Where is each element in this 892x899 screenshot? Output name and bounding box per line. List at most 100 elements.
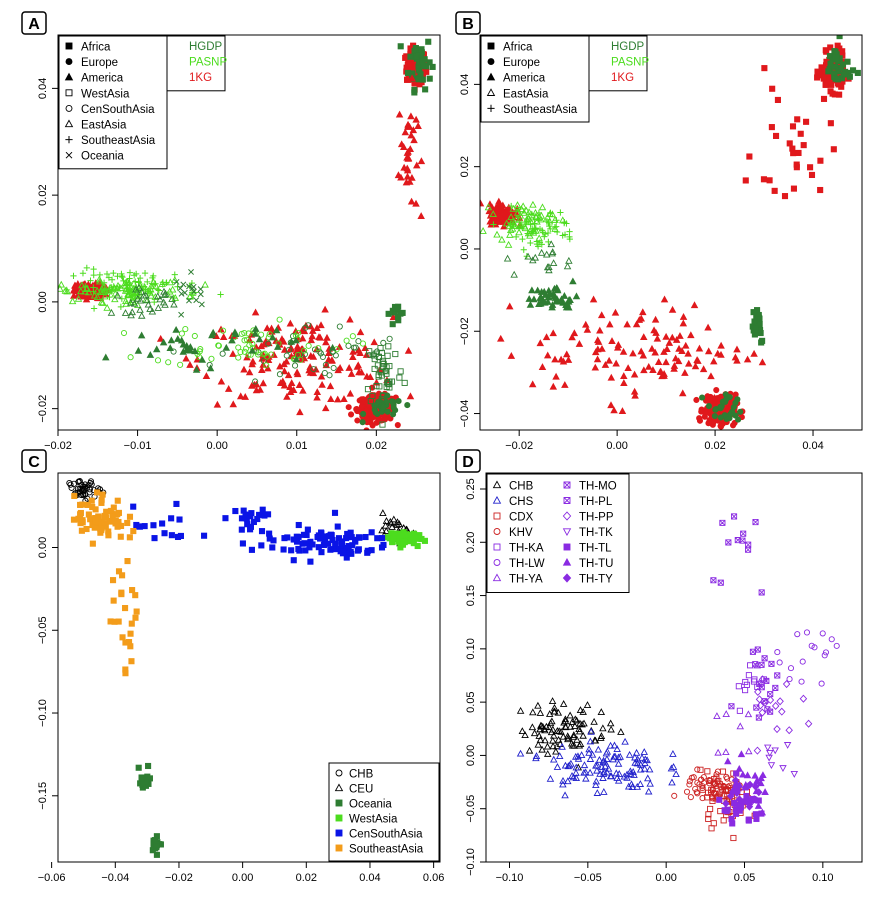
data-point bbox=[318, 549, 325, 556]
data-point bbox=[529, 256, 537, 264]
data-point bbox=[507, 352, 516, 359]
data-point bbox=[119, 273, 126, 281]
data-point bbox=[252, 378, 259, 385]
data-point bbox=[292, 355, 301, 363]
data-point bbox=[543, 749, 552, 757]
data-point bbox=[627, 780, 636, 788]
data-point bbox=[662, 332, 670, 340]
data-point bbox=[302, 547, 309, 554]
data-point bbox=[526, 231, 534, 239]
data-point bbox=[130, 503, 137, 510]
data-point bbox=[585, 745, 593, 753]
data-point bbox=[90, 288, 97, 295]
data-point bbox=[359, 419, 366, 426]
data-point bbox=[697, 766, 704, 773]
data-point bbox=[561, 231, 569, 238]
data-point bbox=[543, 742, 552, 750]
data-point bbox=[722, 710, 730, 717]
data-point bbox=[603, 747, 612, 755]
data-point bbox=[201, 532, 208, 539]
legend-marker bbox=[334, 783, 344, 792]
data-point bbox=[583, 325, 592, 333]
data-point bbox=[613, 774, 621, 781]
data-point bbox=[722, 748, 730, 756]
data-point bbox=[84, 501, 91, 508]
data-point bbox=[575, 340, 584, 347]
data-point bbox=[99, 298, 107, 306]
data-point bbox=[123, 278, 130, 286]
data-point bbox=[546, 719, 555, 727]
data-point bbox=[243, 345, 250, 352]
data-point bbox=[345, 404, 352, 411]
data-point bbox=[365, 394, 372, 401]
series-hgdp-mixed bbox=[102, 325, 337, 373]
data-point bbox=[190, 288, 197, 295]
data-point bbox=[504, 240, 513, 248]
legend-label: Oceania bbox=[81, 151, 124, 163]
data-point bbox=[758, 358, 767, 366]
data-point bbox=[382, 367, 389, 374]
data-point bbox=[638, 753, 646, 761]
data-point bbox=[283, 352, 290, 359]
data-point bbox=[687, 331, 695, 339]
data-point bbox=[319, 353, 326, 360]
legend-label: SoutheastAsia bbox=[349, 844, 424, 856]
data-point bbox=[410, 136, 418, 144]
legend-marker bbox=[562, 528, 572, 537]
data-point bbox=[599, 758, 607, 766]
data-point bbox=[534, 701, 542, 709]
data-point bbox=[328, 356, 336, 364]
data-point bbox=[752, 661, 759, 668]
data-point bbox=[68, 297, 77, 305]
data-point bbox=[658, 372, 666, 380]
data-point bbox=[699, 795, 706, 802]
data-point bbox=[197, 286, 204, 293]
data-point bbox=[245, 330, 252, 337]
data-point bbox=[744, 782, 752, 791]
data-point bbox=[553, 727, 562, 734]
data-point bbox=[549, 382, 558, 390]
x-tick-label: 0.04 bbox=[359, 872, 380, 884]
data-point bbox=[772, 132, 780, 139]
data-point bbox=[576, 706, 585, 714]
data-point bbox=[142, 295, 150, 303]
series-hgdp-southeastasia bbox=[107, 283, 178, 319]
data-point bbox=[631, 391, 639, 399]
data-point bbox=[143, 778, 150, 785]
data-point bbox=[709, 795, 716, 802]
data-point bbox=[94, 489, 101, 496]
data-point bbox=[71, 492, 78, 500]
data-point bbox=[668, 305, 677, 313]
data-point bbox=[417, 71, 424, 78]
data-point bbox=[495, 210, 503, 218]
legend-marker bbox=[65, 151, 73, 159]
data-point bbox=[263, 324, 271, 332]
data-point bbox=[138, 775, 145, 782]
data-point bbox=[831, 63, 839, 70]
data-point bbox=[245, 368, 254, 376]
data-point bbox=[355, 338, 362, 345]
data-point bbox=[572, 752, 580, 760]
data-point bbox=[376, 383, 383, 390]
data-point bbox=[730, 834, 737, 842]
legend-label: CenSouthAsia bbox=[81, 104, 155, 116]
data-point bbox=[707, 789, 714, 796]
data-point bbox=[293, 342, 302, 350]
data-point bbox=[761, 65, 768, 72]
series-pasnp-eastasia bbox=[58, 275, 209, 311]
data-point bbox=[130, 528, 137, 535]
data-point bbox=[67, 481, 74, 488]
data-point bbox=[717, 341, 725, 349]
data-point bbox=[553, 742, 561, 750]
data-point bbox=[313, 388, 322, 396]
data-point bbox=[285, 346, 293, 353]
y-tick-label: −0.05 bbox=[465, 795, 477, 823]
data-point bbox=[764, 744, 772, 752]
data-point bbox=[564, 356, 573, 363]
data-point bbox=[322, 338, 330, 346]
data-point bbox=[397, 43, 404, 50]
data-point bbox=[379, 363, 386, 370]
data-point bbox=[686, 778, 693, 785]
data-point bbox=[155, 287, 162, 294]
legend-marker bbox=[64, 72, 74, 81]
